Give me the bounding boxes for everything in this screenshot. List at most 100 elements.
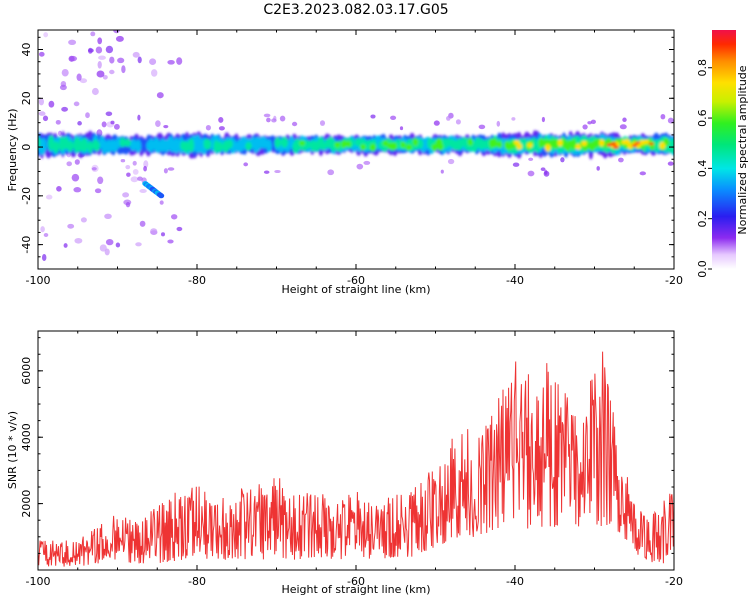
band-blob xyxy=(101,139,108,154)
spectrogram-ylabel: Frequency (Hz) xyxy=(6,109,19,192)
band-blob xyxy=(557,138,563,147)
noise-blob xyxy=(390,115,397,121)
snr-xlabel: Height of straight line (km) xyxy=(281,583,430,596)
band-blob xyxy=(613,145,619,149)
noise-blob xyxy=(511,117,516,121)
band-blob xyxy=(48,135,55,151)
noise-blob xyxy=(667,161,674,166)
band-blob xyxy=(334,141,341,148)
band-blob xyxy=(496,141,503,149)
band-blob xyxy=(369,143,377,152)
band-blob xyxy=(516,143,523,150)
band-blob xyxy=(610,142,617,146)
noise-blob xyxy=(45,194,53,200)
noise-blob xyxy=(97,176,104,185)
band-blob xyxy=(649,140,655,151)
band-blob xyxy=(345,140,352,148)
band-blob xyxy=(360,144,366,151)
snr-series-line xyxy=(38,351,674,567)
noise-blob xyxy=(363,160,371,165)
y-tick-label: 20 xyxy=(20,91,33,105)
band-blob xyxy=(188,138,195,153)
noise-blob xyxy=(139,220,146,227)
colorbar-tick-label: 0.8 xyxy=(696,59,709,77)
band-blob xyxy=(274,137,281,148)
band-blob xyxy=(659,141,666,150)
noise-blob xyxy=(399,126,404,131)
noise-blob xyxy=(455,119,461,125)
band-blob xyxy=(632,143,638,147)
band-blob xyxy=(552,138,560,150)
noise-blob xyxy=(98,55,106,60)
band-blob xyxy=(304,140,312,149)
noise-blob xyxy=(176,57,183,65)
band-blob xyxy=(299,140,306,146)
noise-blob xyxy=(619,124,627,130)
band-blob xyxy=(41,138,47,154)
band-blob xyxy=(124,138,131,147)
noise-blob xyxy=(319,120,326,126)
noise-blob xyxy=(176,226,183,232)
noise-blob xyxy=(113,30,120,34)
noise-blob xyxy=(85,112,90,119)
noise-blob xyxy=(582,124,588,130)
noise-blob xyxy=(137,114,141,121)
noise-blob xyxy=(125,165,131,170)
noise-blob xyxy=(73,187,82,193)
band-blob xyxy=(204,139,212,150)
band-blob xyxy=(94,140,100,152)
noise-blob xyxy=(38,111,46,116)
band-blob xyxy=(635,141,641,145)
band-blob xyxy=(437,143,444,151)
band-blob xyxy=(527,142,533,148)
x-tick-label: -40 xyxy=(506,575,524,588)
band-blob xyxy=(627,143,633,150)
noise-blob xyxy=(61,106,69,112)
noise-blob xyxy=(150,69,158,77)
noise-blob xyxy=(291,121,298,127)
noise-blob xyxy=(622,117,627,123)
band-blob xyxy=(217,141,223,152)
spectrogram-xlabel: Height of straight line (km) xyxy=(281,283,430,296)
noise-blob xyxy=(97,60,102,69)
noise-blob xyxy=(205,124,211,131)
band-layer xyxy=(38,130,685,160)
noise-blob xyxy=(115,242,121,248)
noise-blob xyxy=(77,121,82,126)
noise-blob xyxy=(105,238,114,246)
band-blob xyxy=(570,138,577,150)
noise-blob xyxy=(96,70,105,78)
noise-blob xyxy=(528,157,534,162)
noise-blob xyxy=(156,92,164,99)
noise-blob xyxy=(149,58,157,66)
snr-ylabel: SNR (10 * v/v) xyxy=(6,411,19,489)
noise-blob xyxy=(132,169,139,175)
secondary-trace-blob xyxy=(158,193,165,199)
noise-blob xyxy=(79,78,88,84)
band-blob xyxy=(599,139,605,147)
noise-blob xyxy=(126,172,131,177)
noise-blob xyxy=(266,117,271,123)
noise-blob xyxy=(218,126,225,131)
noise-blob xyxy=(433,120,440,126)
noise-blob xyxy=(97,37,103,45)
band-blob xyxy=(521,137,527,150)
band-blob xyxy=(135,139,142,153)
band-blob xyxy=(679,137,685,155)
band-blob xyxy=(623,139,631,145)
noise-blob xyxy=(56,185,62,192)
noise-blob xyxy=(143,160,149,168)
noise-blob xyxy=(43,32,49,38)
noise-blob xyxy=(163,168,168,174)
noise-blob xyxy=(155,120,161,127)
noise-blob xyxy=(67,223,75,229)
noise-blob xyxy=(327,169,335,176)
noise-blob xyxy=(447,158,455,165)
noise-blob xyxy=(74,159,80,165)
noise-blob xyxy=(38,98,45,106)
x-tick-label: -40 xyxy=(506,274,524,287)
noise-blob xyxy=(356,163,364,170)
noise-blob xyxy=(150,228,158,235)
noise-blob xyxy=(170,214,178,220)
noise-blob xyxy=(596,166,600,171)
